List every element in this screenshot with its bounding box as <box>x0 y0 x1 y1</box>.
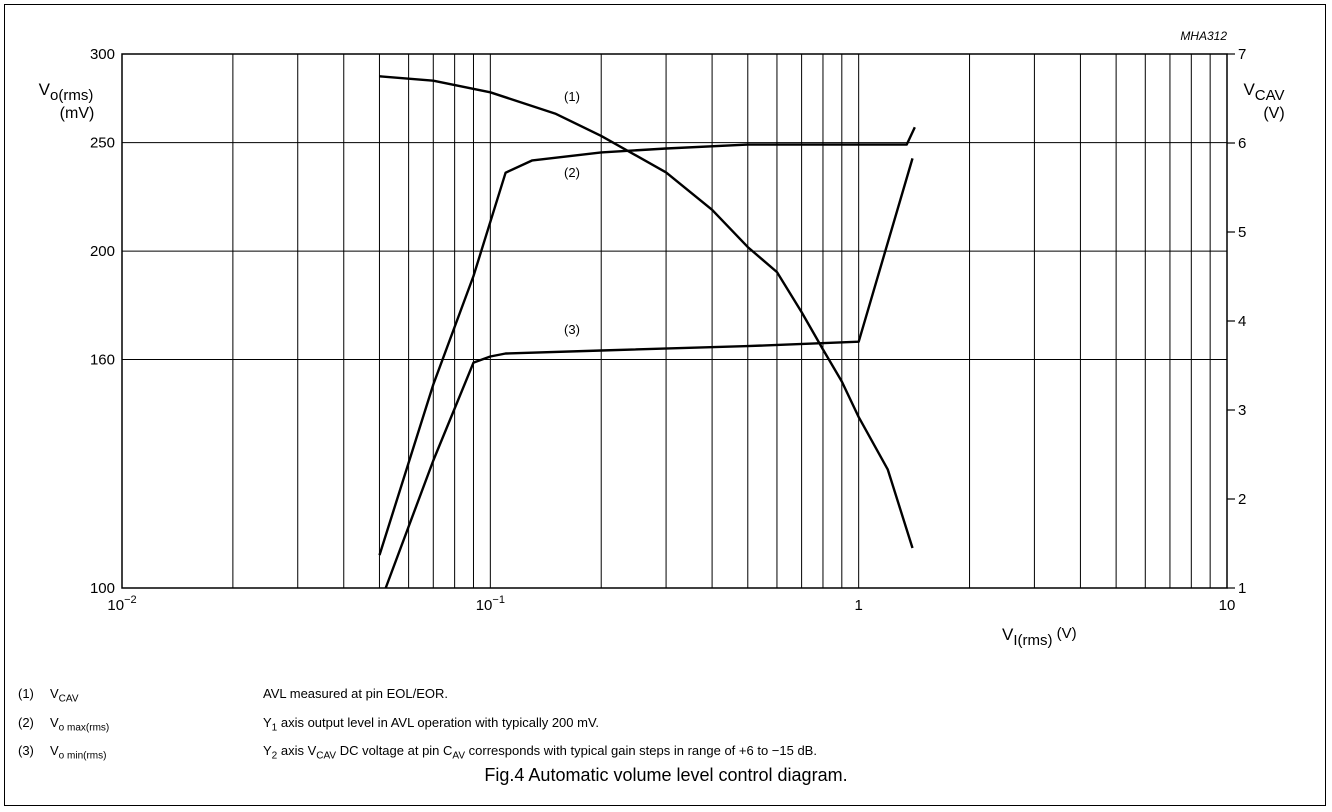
x-axis-title: VI(rms) (V) <box>1002 625 1077 649</box>
series-line-3 <box>384 158 914 589</box>
grid <box>121 53 1228 589</box>
series-label-2: (2) <box>564 165 580 180</box>
axis-labels: (1) (2) (3) MHA312 Vo(rms)(mV) VCAV(V) VI(rms)… <box>39 29 1285 649</box>
series-lines <box>378 75 916 589</box>
series-line-2 <box>378 126 916 556</box>
y-right-tick-label: 7 <box>1238 46 1246 63</box>
note-2: (2) Vo max(rms) Y1 axis output level in … <box>18 711 817 740</box>
note-1: (1) VCAV AVL measured at pin EOL/EOR. <box>18 682 817 711</box>
series-label-1: (1) <box>564 89 580 104</box>
note-3: (3) Vo min(rms) Y2 axis VCAV DC voltage … <box>18 739 817 768</box>
y-right-tick-label: 3 <box>1238 402 1246 419</box>
y-left-axis-title: Vo(rms) <box>39 80 94 104</box>
series-label-3: (3) <box>564 322 580 337</box>
x-tick-label: 10−2 <box>107 594 136 614</box>
y-right-tick-label: 2 <box>1238 491 1246 508</box>
y-right-tick-label: 5 <box>1238 224 1246 241</box>
y-right-tick-label: 6 <box>1238 135 1246 152</box>
y-left-tick-label: 250 <box>90 135 115 152</box>
note-description: Y2 axis VCAV DC voltage at pin CAV corre… <box>263 743 817 762</box>
note-symbol: VCAV <box>50 686 79 705</box>
x-tick-label: 10−1 <box>476 594 505 614</box>
y-left-tick-label: 300 <box>90 46 115 63</box>
y-right-tick-label: 1 <box>1238 580 1246 597</box>
note-description: AVL measured at pin EOL/EOR. <box>263 686 448 701</box>
y-right-tick-label: 4 <box>1238 313 1246 330</box>
note-symbol: Vo min(rms) <box>50 743 107 762</box>
x-tick-label: 1 <box>854 597 862 614</box>
figure-caption: Fig.4 Automatic volume level control dia… <box>484 765 848 785</box>
y-left-tick-label: 100 <box>90 580 115 597</box>
note-symbol: Vo max(rms) <box>50 714 110 734</box>
figure-code: MHA312 <box>1180 29 1227 43</box>
y-right-axis-title: VCAV <box>1243 80 1284 104</box>
note-number: (2) <box>18 714 34 730</box>
y-right-axis-unit: (V) <box>1263 105 1284 122</box>
y-left-tick-label: 200 <box>90 243 115 260</box>
note-number: (1) <box>18 686 34 701</box>
y-left-tick-label: 160 <box>90 352 115 369</box>
plot-border <box>121 53 1228 589</box>
note-number: (3) <box>18 743 34 759</box>
series-line-1 <box>379 75 914 549</box>
notes: (1) VCAV AVL measured at pin EOL/EOR. (2… <box>18 682 817 768</box>
x-tick-label: 10 <box>1219 597 1236 614</box>
figure-frame <box>4 4 1326 806</box>
y-left-axis-unit: (mV) <box>60 105 95 122</box>
note-description: Y1 axis output level in AVL operation wi… <box>263 714 600 734</box>
